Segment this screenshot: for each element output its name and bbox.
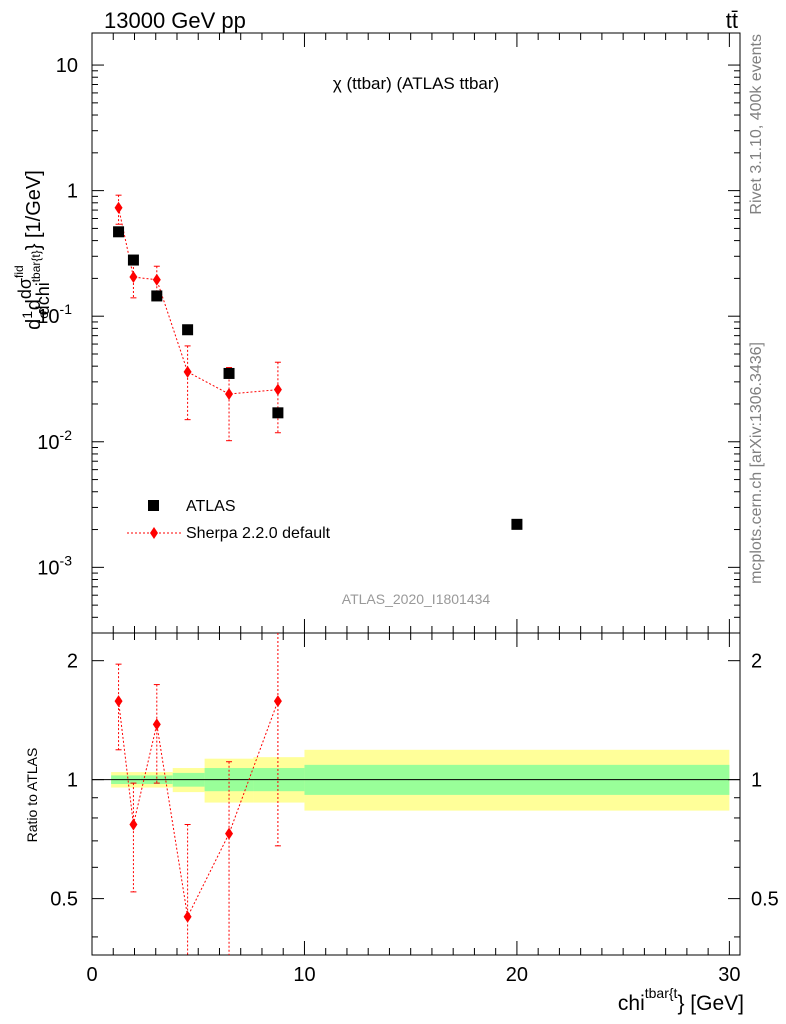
main-ytick-label: 10-3 (37, 552, 72, 579)
ratio-ytick-label-left: 2 (67, 651, 78, 673)
ratio-ytick-label-left: 0.5 (50, 889, 78, 911)
atlas-point (151, 290, 163, 302)
sherpa-ratio-point (114, 695, 123, 708)
analysis-title: χ (ttbar) (ATLAS ttbar) (333, 74, 499, 93)
sherpa-series-main (114, 194, 282, 442)
main-y-axis-label: d1σddσfiddchitbar{t}} [1/GeV] (12, 170, 53, 330)
sherpa-main-point (225, 388, 234, 401)
analysis-id: ATLAS_2020_I1801434 (342, 591, 491, 607)
sherpa-main-point (183, 365, 192, 378)
sherpa-main-point (129, 271, 138, 284)
energy-label: 13000 GeV pp (104, 8, 246, 33)
x-tick-label: 10 (293, 964, 315, 986)
x-axis-label: chitbar{t} [GeV] (618, 985, 744, 1015)
atlas-point (127, 254, 139, 266)
sherpa-ratio-point (129, 818, 138, 831)
sherpa-ratio-point (152, 718, 161, 731)
sherpa-ratio-point (183, 910, 192, 923)
svg-text:d1σddσfiddchitbar{t}} [1/GeV]: d1σddσfiddchitbar{t}} [1/GeV] (12, 170, 53, 330)
atlas-point (113, 226, 125, 238)
ratio-ytick-labels: 0.5 0.5 1 1 2 2 (50, 651, 779, 911)
main-ytick-label: 10 (56, 55, 78, 77)
sherpa-ratio-point (273, 695, 282, 708)
ratio-ytick-label-right: 0.5 (751, 889, 779, 911)
ratio-uncertainty-bands (111, 749, 730, 811)
legend-sherpa-marker (150, 527, 158, 539)
ratio-axis-ticks (92, 660, 740, 938)
sherpa-ratio-line (118, 700, 279, 919)
legend-sherpa-label: Sherpa 2.2.0 default (186, 525, 331, 542)
ratio-ytick-label-right: 2 (751, 651, 762, 673)
x-tick-labels: 0 10 20 30 (86, 964, 740, 986)
ratio-panel-frame (91, 632, 741, 956)
sherpa-series-ratio (114, 633, 282, 955)
main-ytick-labels: 10-3 10-2 10-1 1 10 (37, 55, 78, 579)
main-ytick-label: 10-2 (37, 427, 72, 454)
atlas-point (272, 407, 284, 419)
atlas-point (511, 518, 523, 530)
ratio-ytick-label-right: 1 (751, 770, 762, 792)
process-label: tt̄ (726, 8, 738, 33)
x-tick-label: 20 (506, 964, 528, 986)
atlas-point (182, 324, 194, 336)
atlas-point (223, 367, 235, 379)
legend-atlas-label: ATLAS (186, 498, 236, 515)
legend: ATLAS Sherpa 2.2.0 default (127, 498, 331, 542)
main-ytick-label: 1 (67, 181, 78, 203)
main-ytick-label: 10-1 (37, 301, 72, 328)
sherpa-main-point (152, 273, 161, 286)
legend-atlas-marker (148, 500, 159, 511)
atlas-series-main (113, 226, 523, 530)
mcplots-watermark: mcplots.cern.ch [arXiv:1306.3436] (748, 342, 765, 584)
x-tick-label: 30 (718, 964, 740, 986)
sherpa-ratio-point (225, 827, 234, 840)
x-axis-ticks (91, 33, 730, 955)
rivet-watermark: Rivet 3.1.10, 400k events (748, 34, 765, 215)
ratio-ytick-label-left: 1 (67, 770, 78, 792)
x-tick-label: 0 (86, 964, 97, 986)
ratio-y-axis-label: Ratio to ATLAS (24, 748, 40, 843)
sherpa-main-line (118, 207, 278, 395)
sherpa-main-point (114, 201, 123, 214)
sherpa-main-point (273, 383, 282, 396)
main-axis-ticks (92, 64, 740, 634)
